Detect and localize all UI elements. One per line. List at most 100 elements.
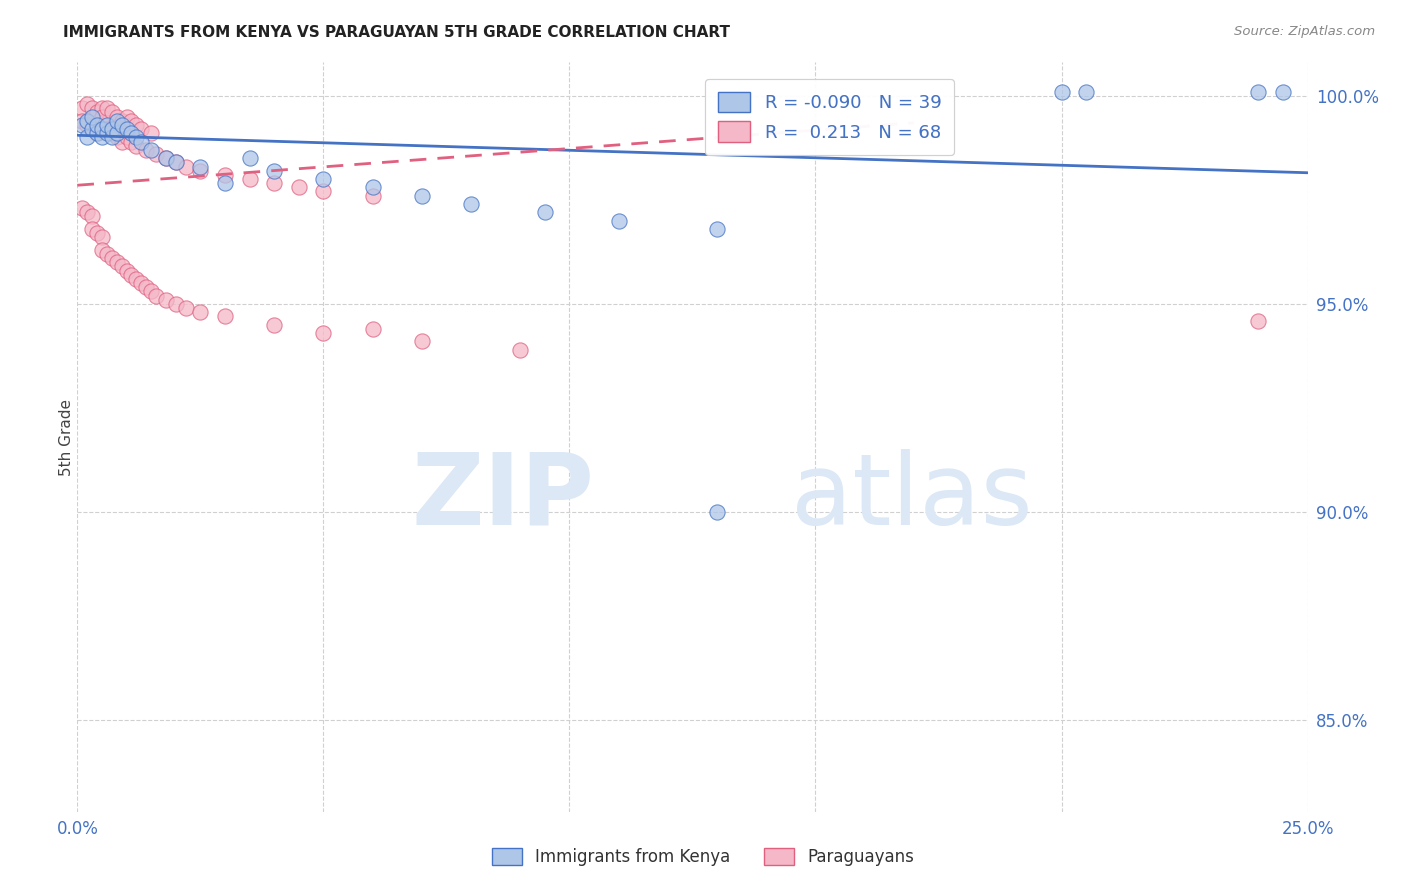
Point	[135, 143, 157, 157]
Point	[115, 110, 138, 124]
Point	[82, 110, 104, 124]
Point	[214, 168, 236, 182]
Point	[86, 126, 108, 140]
Point	[141, 143, 163, 157]
Point	[263, 318, 285, 332]
Point	[174, 160, 197, 174]
Point	[312, 326, 335, 340]
Text: IMMIGRANTS FROM KENYA VS PARAGUAYAN 5TH GRADE CORRELATION CHART: IMMIGRANTS FROM KENYA VS PARAGUAYAN 5TH …	[63, 25, 730, 40]
Y-axis label: 5th Grade: 5th Grade	[59, 399, 73, 475]
Text: Source: ZipAtlas.com: Source: ZipAtlas.com	[1234, 25, 1375, 38]
Point	[534, 205, 557, 219]
Point	[96, 101, 118, 115]
Point	[105, 110, 128, 124]
Point	[129, 135, 153, 149]
Point	[70, 113, 93, 128]
Point	[239, 151, 262, 165]
Point	[101, 122, 124, 136]
Point	[411, 334, 433, 349]
Point	[90, 130, 114, 145]
Point	[90, 243, 114, 257]
Text: atlas: atlas	[792, 449, 1032, 546]
Point	[165, 155, 187, 169]
Point	[125, 272, 148, 286]
Point	[96, 122, 118, 136]
Point	[155, 151, 177, 165]
Point	[96, 247, 118, 261]
Point	[86, 226, 108, 240]
Point	[706, 222, 728, 236]
Point	[214, 310, 236, 324]
Point	[706, 505, 728, 519]
Point	[121, 126, 143, 140]
Text: ZIP: ZIP	[411, 449, 595, 546]
Point	[82, 222, 104, 236]
Point	[121, 268, 143, 282]
Point	[361, 180, 384, 194]
Point	[165, 155, 187, 169]
Point	[1050, 85, 1073, 99]
Point	[460, 197, 482, 211]
Point	[145, 288, 167, 302]
Point	[361, 188, 384, 202]
Point	[76, 113, 98, 128]
Point	[361, 322, 384, 336]
Point	[121, 113, 143, 128]
Point	[312, 172, 335, 186]
Point	[155, 293, 177, 307]
Point	[101, 251, 124, 265]
Legend: R = -0.090   N = 39, R =  0.213   N = 68: R = -0.090 N = 39, R = 0.213 N = 68	[706, 79, 955, 155]
Point	[115, 122, 138, 136]
Point	[101, 126, 124, 140]
Point	[90, 230, 114, 244]
Point	[607, 213, 630, 227]
Point	[76, 118, 98, 132]
Point	[1272, 85, 1295, 99]
Point	[165, 297, 187, 311]
Point	[82, 122, 104, 136]
Point	[90, 110, 114, 124]
Point	[145, 147, 167, 161]
Point	[1076, 85, 1098, 99]
Point	[239, 172, 262, 186]
Point	[96, 126, 118, 140]
Point	[141, 126, 163, 140]
Point	[111, 135, 132, 149]
Point	[115, 130, 138, 145]
Point	[312, 185, 335, 199]
Point	[121, 135, 143, 149]
Point	[96, 118, 118, 132]
Point	[76, 97, 98, 112]
Point	[86, 126, 108, 140]
Point	[86, 105, 108, 120]
Point	[141, 285, 163, 299]
Point	[76, 130, 98, 145]
Point	[101, 130, 124, 145]
Point	[174, 301, 197, 315]
Point	[115, 263, 138, 277]
Point	[82, 122, 104, 136]
Point	[82, 101, 104, 115]
Point	[135, 280, 157, 294]
Point	[111, 260, 132, 274]
Point	[509, 343, 531, 357]
Point	[105, 255, 128, 269]
Point	[188, 160, 212, 174]
Point	[105, 130, 128, 145]
Point	[263, 176, 285, 190]
Point	[105, 126, 128, 140]
Point	[82, 210, 104, 224]
Point	[263, 163, 285, 178]
Point	[125, 118, 148, 132]
Legend: Immigrants from Kenya, Paraguayans: Immigrants from Kenya, Paraguayans	[484, 840, 922, 875]
Point	[411, 188, 433, 202]
Point	[155, 151, 177, 165]
Point	[125, 130, 148, 145]
Point	[188, 305, 212, 319]
Point	[105, 113, 128, 128]
Point	[129, 276, 153, 290]
Point	[90, 122, 114, 136]
Point	[70, 101, 93, 115]
Point	[76, 205, 98, 219]
Point	[101, 105, 124, 120]
